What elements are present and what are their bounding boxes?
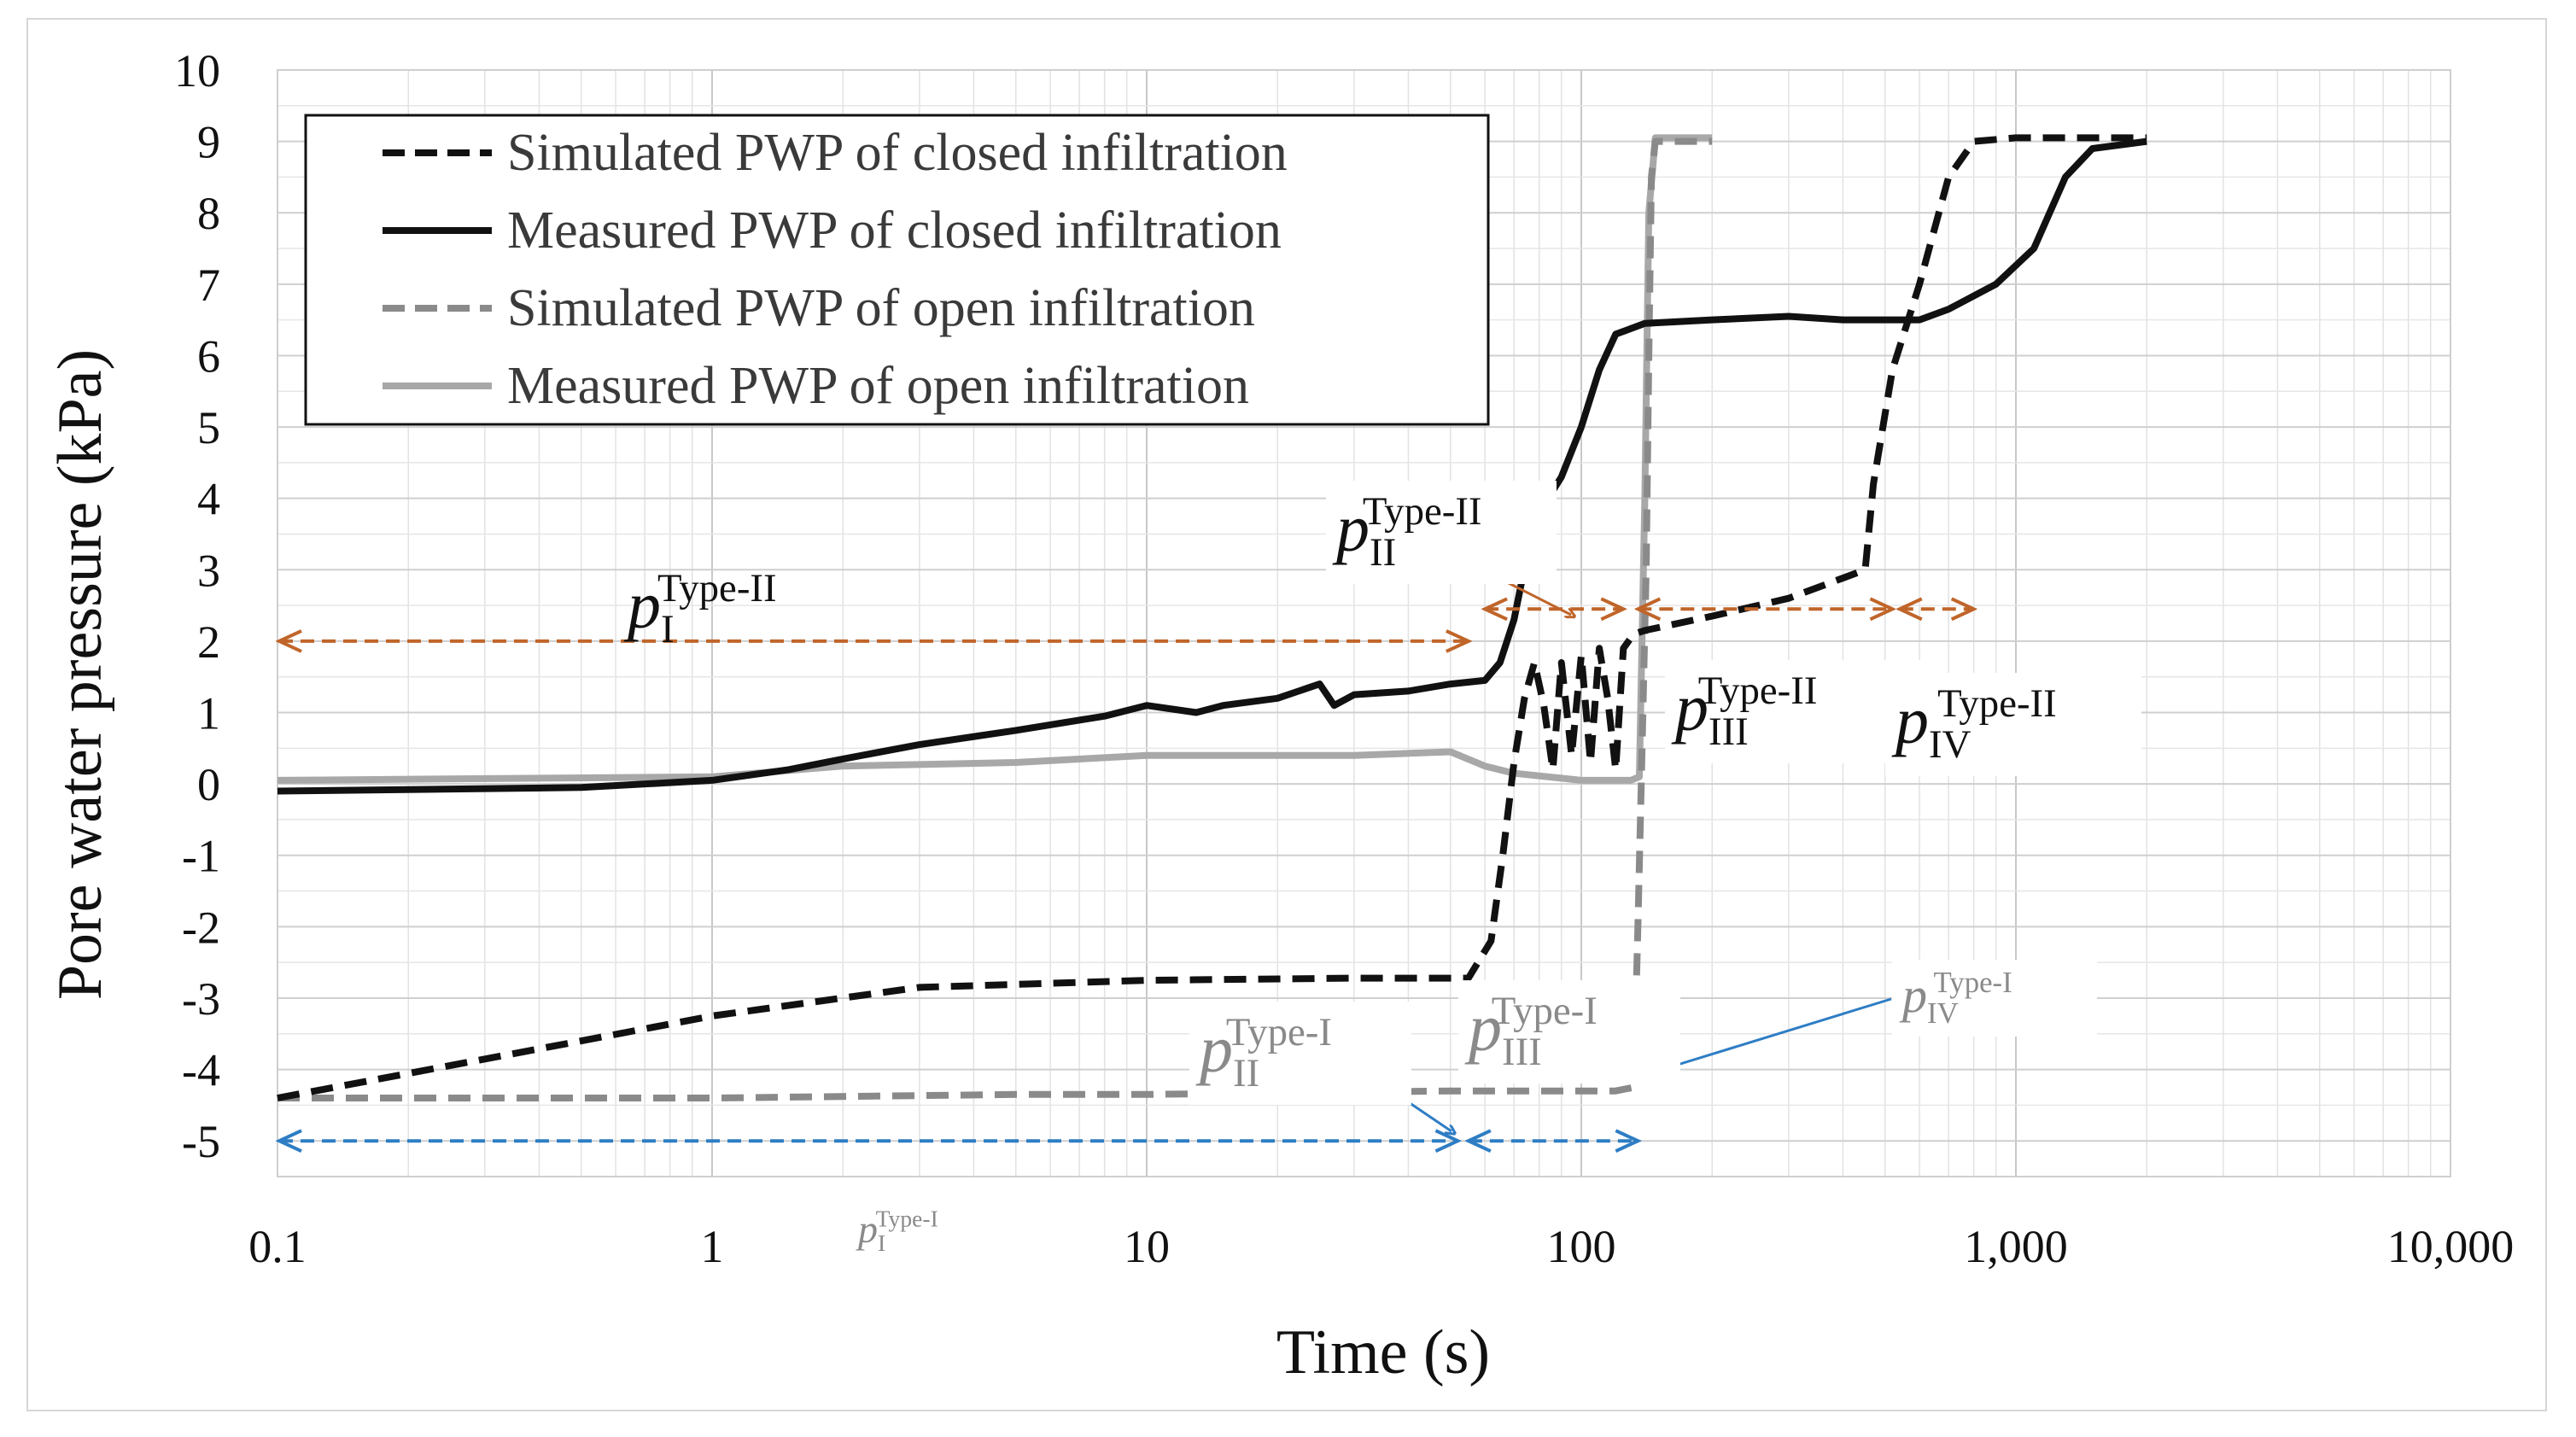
- label-superscript: Type-I: [1492, 989, 1598, 1033]
- y-tick-label: -2: [182, 902, 220, 953]
- label-base: p: [1899, 967, 1927, 1023]
- series-line: [277, 134, 2147, 1101]
- x-tick-label: 1,000: [1964, 1221, 2068, 1272]
- legend-label: Simulated PWP of open infiltration: [507, 279, 1255, 337]
- y-tick-label: 3: [197, 545, 220, 596]
- label-subscript: IV: [1929, 722, 1971, 767]
- label-superscript: Type-I: [876, 1206, 938, 1232]
- label-p3-type2: pIIIType-II: [1671, 669, 1817, 754]
- x-tick-label: 10: [1124, 1221, 1170, 1272]
- label-backdrop: [848, 1200, 1002, 1262]
- x-axis-ticks: 0.1 1 10 100 1,000 10,000: [248, 1221, 2514, 1272]
- x-axis-title: Time (s): [1276, 1317, 1490, 1387]
- label-subscript: I: [661, 607, 675, 651]
- label-subscript: II: [1233, 1051, 1259, 1095]
- y-axis-title: Pore water pressure (kPa): [45, 349, 115, 1000]
- y-tick-label: -4: [182, 1045, 220, 1096]
- label-base: p: [1332, 491, 1370, 565]
- x-tick-label: 0.1: [248, 1221, 307, 1272]
- label-base: p: [1891, 683, 1929, 757]
- label-base: p: [1671, 670, 1709, 745]
- label-subscript: I: [878, 1230, 885, 1256]
- y-tick-label: 9: [197, 117, 220, 168]
- label-backdrop: [1885, 673, 2141, 776]
- label-base: p: [1195, 1012, 1233, 1086]
- y-tick-label: 8: [197, 188, 220, 239]
- plot-frame: [26, 18, 2547, 1411]
- label-p4-type2: pIVType-II: [1891, 681, 2057, 767]
- x-tick-label: 100: [1547, 1221, 1616, 1272]
- label-superscript: Type-I: [1933, 966, 2012, 999]
- y-tick-label: 1: [197, 688, 220, 739]
- label-superscript: Type-I: [1226, 1010, 1332, 1054]
- leader-line: [1669, 997, 1892, 1067]
- y-tick-label: 2: [197, 616, 220, 668]
- x-tick-label: 10,000: [2387, 1221, 2515, 1272]
- series-line: [277, 137, 2147, 795]
- y-tick-label: -5: [182, 1116, 220, 1167]
- y-tick-label: 6: [197, 330, 220, 382]
- legend-label: Measured PWP of closed infiltration: [507, 202, 1282, 260]
- plot-area-border: [277, 69, 2451, 1177]
- label-superscript: Type-II: [1937, 681, 2057, 726]
- label-base: p: [856, 1207, 878, 1251]
- label-backdrop: [1458, 980, 1680, 1084]
- label-subscript: IV: [1927, 996, 1959, 1030]
- legend-box: [304, 114, 1490, 426]
- label-subscript: III: [1502, 1030, 1542, 1074]
- label-backdrop: [1326, 481, 1557, 584]
- y-tick-label: 7: [197, 260, 220, 311]
- y-tick-label: 4: [197, 474, 220, 525]
- label-backdrop: [1892, 960, 2097, 1037]
- figure-border: [26, 18, 2547, 1411]
- label-p3-type1: pIIIType-I: [1464, 989, 1598, 1074]
- label-p4-type1: pIVType-I: [1899, 966, 2012, 1030]
- x-tick-label: 1: [701, 1221, 724, 1272]
- label-p2-type2: pIIType-II: [1332, 489, 1482, 575]
- label-p1-type1: pIType-I: [856, 1206, 938, 1257]
- label-backdrop: [1665, 660, 1921, 763]
- legend-label: Measured PWP of open infiltration: [507, 357, 1249, 415]
- label-base: p: [623, 568, 661, 642]
- y-tick-label: -3: [182, 973, 220, 1025]
- y-tick-label: 5: [197, 402, 220, 453]
- label-subscript: III: [1709, 710, 1749, 754]
- y-tick-label: 10: [174, 45, 220, 96]
- label-superscript: Type-II: [657, 566, 777, 610]
- label-superscript: Type-II: [1698, 669, 1818, 713]
- legend-label: Simulated PWP of closed infiltration: [507, 124, 1288, 182]
- label-base: p: [1464, 990, 1502, 1065]
- label-p2-type1: pIIType-I: [1195, 1010, 1332, 1095]
- y-tick-label: 0: [197, 759, 220, 810]
- y-tick-label: -1: [182, 831, 220, 882]
- legend: Simulated PWP of closed infiltration Meas…: [304, 114, 1490, 426]
- label-backdrop: [1189, 1002, 1411, 1105]
- label-superscript: Type-II: [1363, 489, 1482, 534]
- label-p1-type2: pIType-II: [623, 566, 777, 651]
- label-subscript: II: [1370, 530, 1396, 575]
